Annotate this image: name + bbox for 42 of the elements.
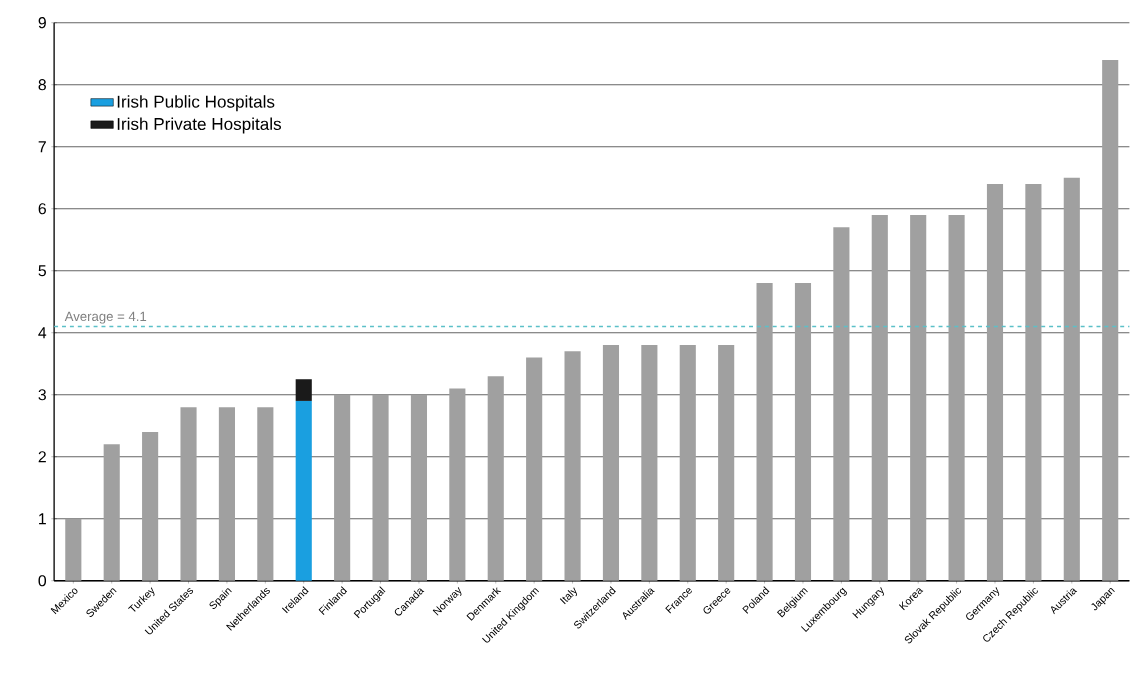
bar	[718, 345, 735, 581]
bar	[218, 407, 235, 581]
bar	[948, 214, 965, 581]
bar	[602, 345, 620, 581]
bar	[833, 227, 850, 581]
y-tick-label: 9	[38, 17, 46, 29]
y-tick-label: 2	[38, 451, 46, 463]
bar	[641, 345, 658, 581]
y-tick-label: 6	[38, 203, 46, 215]
bar	[986, 183, 1004, 581]
bar	[295, 379, 312, 401]
bar	[334, 394, 351, 581]
bar	[526, 357, 543, 581]
bar	[679, 345, 696, 581]
bar	[410, 394, 428, 581]
y-tick-label: 0	[38, 575, 47, 587]
bar	[449, 388, 466, 581]
bar	[257, 407, 274, 581]
bar	[910, 214, 927, 581]
bar	[1025, 183, 1042, 581]
bar	[103, 444, 120, 581]
y-tick-label: 4	[38, 327, 47, 339]
bar	[794, 283, 812, 581]
y-tick-label: 1	[39, 513, 46, 525]
bar	[871, 214, 888, 581]
bar	[1102, 59, 1119, 581]
bar	[487, 376, 504, 581]
ref-line-label: Average = 4.1	[64, 311, 147, 324]
bar	[1063, 177, 1080, 581]
bar	[65, 518, 82, 581]
bar	[295, 400, 312, 581]
bar	[372, 394, 389, 581]
bar	[564, 351, 581, 581]
y-tick-label: 8	[38, 79, 46, 91]
bar	[180, 407, 197, 581]
y-tick-label: 3	[38, 389, 46, 401]
bar	[142, 431, 159, 581]
y-tick-label: 7	[38, 141, 46, 153]
legend-label: Irish Private Hospitals	[117, 117, 282, 134]
legend-label: Irish Public Hospitals	[117, 95, 275, 112]
bar	[756, 283, 773, 581]
y-tick-label: 5	[38, 265, 46, 277]
